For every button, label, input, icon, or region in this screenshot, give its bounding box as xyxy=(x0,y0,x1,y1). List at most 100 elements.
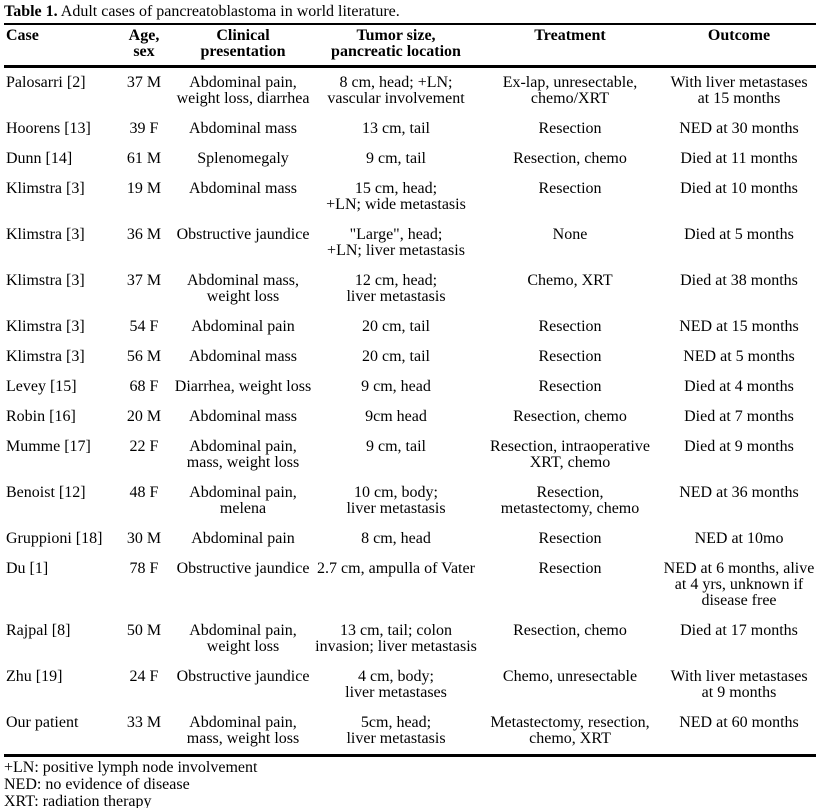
cell-age-sex: 39 F xyxy=(129,120,159,137)
cell-case: Klimstra [3] xyxy=(6,318,85,335)
cell-case: Robin [16] xyxy=(6,408,76,425)
cell-age-sex: 36 M xyxy=(126,226,162,243)
cell-tumor-size-location: 9 cm, tail xyxy=(366,438,426,455)
cell-case: Mumme [17] xyxy=(6,438,91,455)
table-caption: Adult cases of pancreatoblastoma in worl… xyxy=(57,3,400,20)
table-row: Du [1] 78 F Obstructive jaundice 2.7 cm, am… xyxy=(4,554,816,616)
cell-clinical-presentation: Abdominal mass, weight loss xyxy=(187,272,299,305)
column-header: Outcome xyxy=(662,25,816,68)
cell-case: Rajpal [8] xyxy=(6,622,71,639)
cell-tumor-size-location: "Large", head; +LN; liver metastasis xyxy=(327,226,465,259)
cell-clinical-presentation: Abdominal mass xyxy=(189,180,297,197)
cell-treatment: Metastectomy, resection, chemo, XRT xyxy=(490,714,650,747)
cell-treatment: Resection xyxy=(538,560,602,577)
footnote: XRT: radiation therapy xyxy=(4,793,152,808)
table-title: Table 1. Adult cases of pancreatoblastom… xyxy=(4,2,816,25)
cell-clinical-presentation: Abdominal pain, melena xyxy=(189,484,297,517)
cell-treatment: Resection, chemo xyxy=(513,150,627,167)
table-row: Klimstra [3] 54 F Abdominal pain 20 cm, tai… xyxy=(4,312,816,342)
table-row: Gruppioni [18] 30 M Abdominal pain 8 cm, he… xyxy=(4,524,816,554)
table-row: Klimstra [3] 37 M Abdominal mass, weight l… xyxy=(4,266,816,312)
cell-age-sex: 61 M xyxy=(126,150,162,167)
footnote: +LN: positive lymph node involvement xyxy=(4,759,258,776)
cell-age-sex: 50 M xyxy=(126,622,162,639)
cell-case: Benoist [12] xyxy=(6,484,86,501)
cell-tumor-size-location: 12 cm, head; liver metastasis xyxy=(346,272,446,305)
cell-clinical-presentation: Abdominal pain xyxy=(191,318,295,335)
cell-age-sex: 68 F xyxy=(129,378,159,395)
cell-treatment: Resection xyxy=(538,348,602,365)
cell-clinical-presentation: Abdominal mass xyxy=(189,348,297,365)
cell-age-sex: 33 M xyxy=(126,714,162,731)
cell-treatment: Resection, chemo xyxy=(513,408,627,425)
cell-age-sex: 24 F xyxy=(129,668,159,685)
cell-tumor-size-location: 5cm, head; liver metastasis xyxy=(346,714,446,747)
table-row: Palosarri [2] 37 M Abdominal pain, weight … xyxy=(4,67,816,115)
cell-age-sex: 20 M xyxy=(126,408,162,425)
cell-outcome: Died at 10 months xyxy=(680,180,798,197)
cell-outcome: Died at 9 months xyxy=(684,438,794,455)
cell-case: Zhu [19] xyxy=(6,668,63,685)
cell-outcome: Died at 7 months xyxy=(684,408,794,425)
cell-outcome: With liver metastases at 9 months xyxy=(670,668,808,701)
column-header: Case xyxy=(4,25,116,68)
cell-tumor-size-location: 13 cm, tail; colon invasion; liver metas… xyxy=(315,622,477,655)
cell-treatment: Chemo, unresectable xyxy=(502,668,638,685)
cell-tumor-size-location: 13 cm, tail xyxy=(362,120,430,137)
table-row: Dunn [14] 61 M Splenomegaly 9 cm, tail Resec… xyxy=(4,144,816,174)
cell-outcome: NED at 30 months xyxy=(679,120,799,137)
table-row: Our patient 33 M Abdominal pain, mass, wei… xyxy=(4,708,816,756)
table-row: Klimstra [3] 56 M Abdominal mass 20 cm, tai… xyxy=(4,342,816,372)
cell-outcome: NED at 6 months, alive at 4 yrs, unknown… xyxy=(663,560,815,609)
table-row: Levey [15] 68 F Diarrhea, weight loss 9 cm,… xyxy=(4,372,816,402)
column-header: Age, sex xyxy=(116,25,172,68)
cell-clinical-presentation: Abdominal pain xyxy=(191,530,295,547)
cell-clinical-presentation: Abdominal pain, weight loss, diarrhea xyxy=(176,74,310,107)
table-body: Palosarri [2] 37 M Abdominal pain, weight … xyxy=(4,67,816,756)
cell-clinical-presentation: Abdominal pain, mass, weight loss xyxy=(186,714,300,747)
cell-treatment: Resection, intraoperative XRT, chemo xyxy=(490,438,650,471)
cell-outcome: NED at 5 months xyxy=(683,348,795,365)
cell-case: Gruppioni [18] xyxy=(6,530,103,547)
cell-outcome: Died at 5 months xyxy=(684,226,794,243)
cell-tumor-size-location: 20 cm, tail xyxy=(362,318,430,335)
table-label: Table 1. xyxy=(4,3,58,20)
cell-outcome: With liver metastases at 15 months xyxy=(670,74,808,107)
cell-age-sex: 37 M xyxy=(126,272,162,289)
cell-treatment: Chemo, XRT xyxy=(527,272,613,289)
cell-tumor-size-location: 8 cm, head; +LN; vascular involvement xyxy=(327,74,465,107)
cell-case: Klimstra [3] xyxy=(6,348,85,365)
cell-clinical-presentation: Abdominal mass xyxy=(189,408,297,425)
table-row: Klimstra [3] 19 M Abdominal mass 15 cm, hea… xyxy=(4,174,816,220)
cell-treatment: Resection xyxy=(538,120,602,137)
table-row: Rajpal [8] 50 M Abdominal pain, weight los… xyxy=(4,616,816,662)
header-row: Case Age, sex Clinical presentation Tumor s… xyxy=(4,25,816,68)
cell-clinical-presentation: Splenomegaly xyxy=(197,150,289,167)
cell-clinical-presentation: Abdominal pain, mass, weight loss xyxy=(186,438,300,471)
cell-clinical-presentation: Obstructive jaundice xyxy=(176,560,310,577)
cell-case: Klimstra [3] xyxy=(6,272,85,289)
cell-outcome: NED at 36 months xyxy=(679,484,799,501)
cell-tumor-size-location: 10 cm, body; liver metastasis xyxy=(346,484,446,517)
cell-age-sex: 30 M xyxy=(126,530,162,547)
cell-age-sex: 78 F xyxy=(129,560,159,577)
cell-case: Du [1] xyxy=(6,560,49,577)
cell-treatment: Resection xyxy=(538,180,602,197)
cell-outcome: NED at 15 months xyxy=(679,318,799,335)
footnote: NED: no evidence of disease xyxy=(4,776,190,793)
cell-tumor-size-location: 4 cm, body; liver metastases xyxy=(345,668,447,701)
table-row: Mumme [17] 22 F Abdominal pain, mass, weig… xyxy=(4,432,816,478)
cell-outcome: NED at 10mo xyxy=(694,530,784,547)
cell-case: Klimstra [3] xyxy=(6,226,85,243)
column-header: Tumor size, pancreatic location xyxy=(314,25,478,68)
cell-clinical-presentation: Abdominal mass xyxy=(189,120,297,137)
footnotes: +LN: positive lymph node involvement NED:… xyxy=(4,759,816,808)
cell-age-sex: 37 M xyxy=(126,74,162,91)
cell-tumor-size-location: 2.7 cm, ampulla of Vater xyxy=(317,560,475,577)
cell-treatment: Resection, metastectomy, chemo xyxy=(500,484,640,517)
cell-case: Our patient xyxy=(6,714,79,731)
cell-case: Levey [15] xyxy=(6,378,77,395)
cell-age-sex: 22 F xyxy=(129,438,159,455)
cell-tumor-size-location: 9 cm, head xyxy=(361,378,431,395)
